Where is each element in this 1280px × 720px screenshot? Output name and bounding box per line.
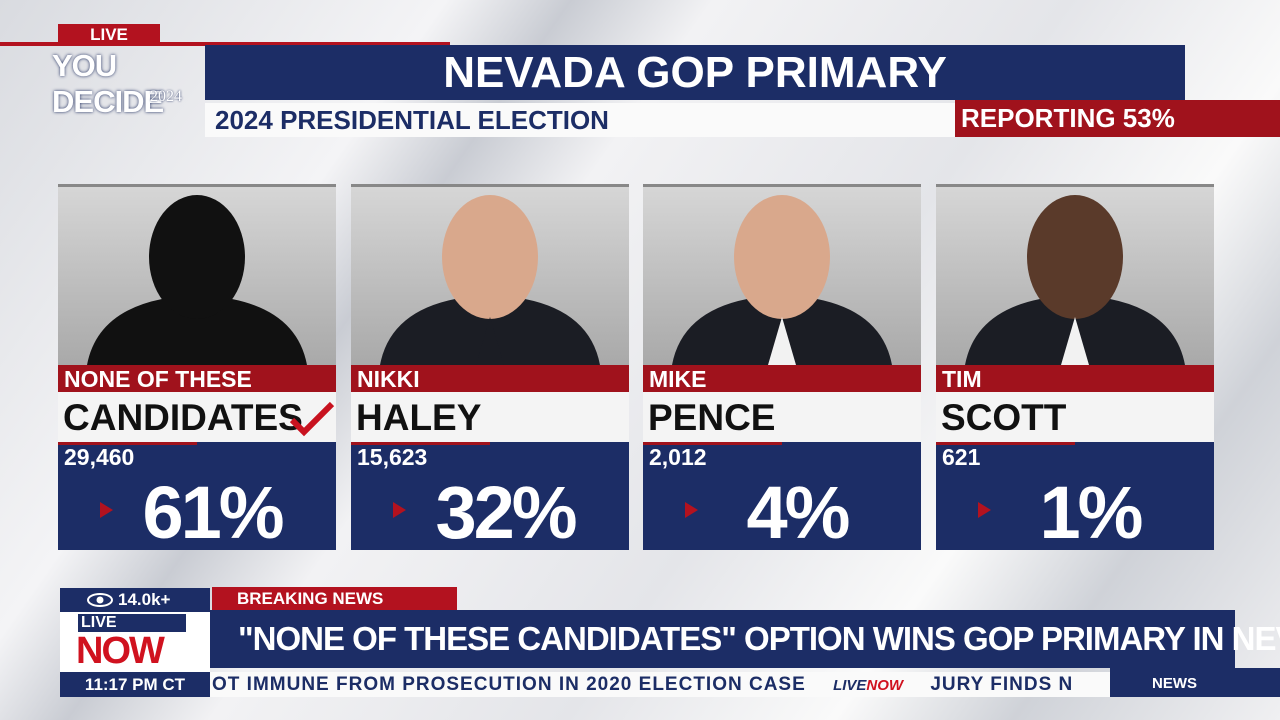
card-top-rule xyxy=(58,184,336,187)
percent: 1% xyxy=(1039,471,1144,554)
result-box xyxy=(351,445,629,550)
percent: 4% xyxy=(746,471,851,554)
eye-icon xyxy=(87,593,113,607)
last-name: SCOTT xyxy=(936,392,1214,442)
time: 11:17 PM CT xyxy=(60,672,210,697)
title: NEVADA GOP PRIMARY xyxy=(443,48,947,97)
arrow-icon xyxy=(978,502,991,518)
arrow-icon xyxy=(100,502,113,518)
candidate-photo xyxy=(351,187,629,365)
live-label: LIVE xyxy=(78,614,186,632)
first-name: NONE OF THESE xyxy=(58,365,336,392)
portrait xyxy=(965,195,1185,365)
last-name-rule xyxy=(643,442,921,445)
ticker-item: JURY FINDS N xyxy=(930,674,1074,695)
last-name-rule xyxy=(58,442,336,445)
logo-brand: YOU DECIDE xyxy=(52,48,164,119)
first-name: NIKKI xyxy=(351,365,629,392)
card-top-rule xyxy=(936,184,1214,187)
result-box xyxy=(643,445,921,550)
last-name-rule xyxy=(936,442,1214,445)
candidate-photo xyxy=(58,187,336,365)
vote-count: 621 xyxy=(942,444,981,470)
subtitle: 2024 PRESIDENTIAL ELECTION xyxy=(205,103,955,137)
candidate-photo xyxy=(936,187,1214,365)
percent: 61% xyxy=(142,471,284,554)
vote-count: 2,012 xyxy=(649,444,707,470)
portrait xyxy=(380,195,600,365)
result-box xyxy=(58,445,336,550)
percent: 32% xyxy=(435,471,577,554)
arrow-icon xyxy=(393,502,406,518)
last-name: HALEY xyxy=(351,392,629,442)
last-name: CANDIDATES xyxy=(58,392,336,442)
ticker-item: OT IMMUNE FROM PROSECUTION IN 2020 ELECT… xyxy=(212,674,806,695)
first-name: TIM xyxy=(936,365,1214,392)
card-top-rule xyxy=(351,184,629,187)
vote-count: 29,460 xyxy=(64,444,135,470)
logo-stripe xyxy=(0,42,450,46)
breaking-label: BREAKING NEWS xyxy=(212,587,457,610)
section-label: NEWS xyxy=(1110,668,1280,697)
arrow-icon xyxy=(685,502,698,518)
card-top-rule xyxy=(643,184,921,187)
headline: "NONE OF THESE CANDIDATES" OPTION WINS G… xyxy=(210,610,1280,668)
live-badge: LIVE xyxy=(58,24,160,46)
candidate-photo xyxy=(643,187,921,365)
now-label: NOW xyxy=(76,630,165,672)
last-name: PENCE xyxy=(643,392,921,442)
ticker-logo-live: LIVE xyxy=(833,677,867,694)
ticker-logo: LIVENOW xyxy=(833,677,903,694)
portrait xyxy=(672,195,892,365)
viewer-count: 14.0k+ xyxy=(60,588,210,612)
vote-count: 15,623 xyxy=(357,444,428,470)
winner-check xyxy=(289,401,335,437)
logo-year: 2024 xyxy=(150,88,182,105)
first-name: MIKE xyxy=(643,365,921,392)
ticker-logo-now: NOW xyxy=(866,677,904,694)
last-name-rule xyxy=(351,442,629,445)
portrait xyxy=(87,195,307,365)
result-box xyxy=(936,445,1214,550)
reporting: REPORTING 53% xyxy=(955,100,1280,137)
